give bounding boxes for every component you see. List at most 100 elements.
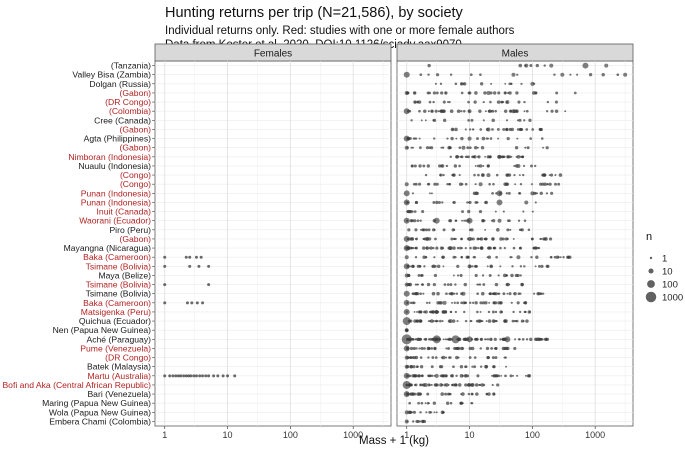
male-return-point bbox=[501, 155, 504, 158]
male-return-point bbox=[490, 82, 493, 85]
female-return-point bbox=[179, 374, 183, 378]
male-return-point-large bbox=[403, 245, 410, 252]
society-label: (DR Congo) bbox=[105, 97, 151, 107]
male-return-point bbox=[433, 256, 436, 259]
male-return-point bbox=[503, 246, 506, 250]
male-return-point bbox=[496, 128, 500, 131]
male-return-point bbox=[479, 246, 484, 250]
male-return-point-large bbox=[404, 282, 409, 287]
male-return-point bbox=[479, 82, 484, 86]
male-return-point bbox=[478, 164, 483, 168]
male-return-point bbox=[486, 338, 490, 341]
male-return-point bbox=[456, 274, 460, 277]
male-return-point bbox=[417, 310, 422, 314]
male-return-point bbox=[429, 374, 432, 378]
male-return-point bbox=[413, 219, 417, 223]
male-return-point bbox=[481, 291, 485, 296]
male-return-point bbox=[464, 155, 467, 158]
male-return-point bbox=[470, 383, 474, 387]
male-return-point bbox=[469, 146, 472, 149]
male-return-point bbox=[482, 283, 486, 286]
male-return-point-large bbox=[402, 317, 411, 326]
male-return-point bbox=[418, 347, 421, 350]
male-return-point bbox=[411, 292, 414, 295]
male-return-point bbox=[459, 374, 464, 378]
male-return-point bbox=[426, 282, 431, 287]
male-return-point bbox=[464, 128, 467, 131]
male-return-point bbox=[473, 365, 477, 369]
male-return-point bbox=[460, 136, 464, 141]
male-return-point bbox=[445, 292, 448, 296]
female-return-point bbox=[192, 374, 196, 378]
male-return-point bbox=[454, 237, 457, 241]
panel-females: Females 1 10 100 1000 bbox=[154, 43, 392, 440]
male-return-point bbox=[505, 274, 508, 277]
male-return-point bbox=[439, 82, 443, 85]
male-return-point bbox=[442, 265, 445, 268]
male-return-point-large bbox=[432, 335, 441, 344]
male-return-point bbox=[495, 320, 498, 322]
male-return-point bbox=[520, 282, 524, 287]
male-return-point bbox=[487, 137, 490, 140]
male-return-point bbox=[481, 301, 485, 305]
male-return-point bbox=[534, 265, 537, 268]
male-return-point bbox=[471, 346, 475, 351]
male-return-point bbox=[487, 392, 491, 396]
male-return-point bbox=[535, 255, 539, 259]
male-return-point bbox=[413, 383, 417, 387]
male-return-point bbox=[419, 292, 422, 296]
male-return-point bbox=[465, 365, 468, 368]
male-return-point bbox=[481, 274, 485, 277]
society-label: Maya (Belize) bbox=[98, 270, 151, 280]
male-return-point bbox=[425, 411, 428, 414]
male-return-point bbox=[499, 237, 503, 241]
male-return-point bbox=[509, 255, 512, 259]
male-return-point-large bbox=[497, 154, 502, 159]
male-return-point bbox=[491, 218, 496, 223]
male-return-point bbox=[451, 228, 455, 232]
male-return-point bbox=[472, 246, 476, 250]
male-return-point bbox=[510, 273, 514, 278]
male-return-point-large bbox=[404, 328, 409, 333]
male-return-point bbox=[473, 100, 477, 104]
male-return-point bbox=[435, 246, 439, 250]
male-return-point bbox=[513, 346, 517, 351]
male-return-point bbox=[427, 356, 430, 359]
male-return-point bbox=[525, 338, 529, 341]
x-tick-label: 100 bbox=[283, 430, 298, 440]
society-label: Tsimane (Bolivia) bbox=[86, 261, 152, 271]
male-return-point bbox=[467, 209, 471, 214]
male-return-point bbox=[535, 337, 539, 341]
society-label: Valley Bisa (Zambia) bbox=[72, 70, 151, 80]
society-label: (Congo) bbox=[120, 179, 151, 189]
male-return-point bbox=[503, 109, 508, 113]
female-return-point bbox=[187, 374, 191, 378]
male-return-point-large bbox=[467, 136, 472, 141]
male-return-point bbox=[435, 411, 438, 414]
male-return-point bbox=[408, 356, 412, 359]
male-return-point bbox=[516, 137, 519, 140]
male-return-point bbox=[418, 109, 421, 113]
male-return-point bbox=[460, 401, 464, 405]
male-return-point bbox=[486, 155, 490, 159]
male-return-point-large bbox=[497, 218, 502, 223]
male-return-point bbox=[515, 155, 518, 158]
male-return-point bbox=[482, 100, 485, 104]
society-label: Pume (Venezuela) bbox=[80, 343, 151, 353]
female-return-point bbox=[216, 374, 220, 378]
male-return-point bbox=[517, 219, 521, 222]
male-return-point bbox=[459, 364, 464, 369]
male-return-point bbox=[418, 137, 421, 140]
male-return-point-large bbox=[467, 264, 472, 269]
male-return-point bbox=[500, 374, 503, 377]
male-return-point bbox=[435, 319, 438, 323]
male-return-point-large bbox=[467, 236, 472, 241]
x-tick-label: 1 bbox=[404, 430, 409, 440]
male-return-point bbox=[431, 291, 436, 296]
male-return-point bbox=[413, 210, 417, 213]
male-return-point bbox=[519, 155, 522, 158]
male-return-point bbox=[426, 91, 430, 95]
male-return-point-large bbox=[442, 300, 447, 305]
male-return-point bbox=[473, 145, 478, 150]
male-return-point bbox=[479, 365, 483, 368]
